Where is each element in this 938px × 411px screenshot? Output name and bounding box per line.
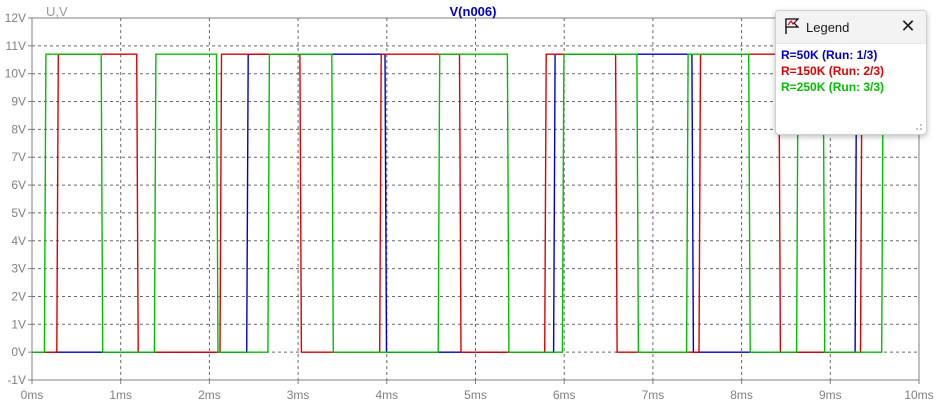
legend-entry-r150k[interactable]: R=150K (Run: 2/3) — [781, 64, 885, 78]
y-tick-label: 10V — [5, 67, 26, 81]
y-tick-label: 2V — [11, 289, 26, 303]
y-tick-label: 1V — [11, 317, 26, 331]
resize-grip-icon[interactable] — [915, 123, 923, 131]
x-tick-label: 7ms — [642, 388, 665, 402]
legend-entry-r50k[interactable]: R=50K (Run: 1/3) — [781, 48, 878, 62]
legend-entries: R=50K (Run: 1/3) R=150K (Run: 2/3) R=250… — [781, 47, 884, 95]
x-tick-label: 9ms — [819, 388, 842, 402]
close-icon[interactable]: ✕ — [900, 16, 916, 36]
y-tick-label: 4V — [11, 234, 26, 248]
y-tick-label: -1V — [7, 373, 26, 387]
x-tick-label: 2ms — [198, 388, 221, 402]
legend-title: Legend — [806, 20, 850, 35]
y-tick-label: 9V — [11, 95, 26, 109]
y-tick-label: 3V — [11, 262, 26, 276]
x-tick-label: 0ms — [21, 388, 44, 402]
legend-window-icon — [785, 18, 800, 34]
x-tick-label: 8ms — [730, 388, 753, 402]
y-axis-label: U,V — [46, 4, 68, 19]
x-tick-label: 5ms — [464, 388, 487, 402]
y-tick-label: 11V — [6, 39, 26, 53]
x-axis-ticks: 0ms 1ms 2ms 3ms 4ms 5ms 6ms 7ms 8ms 9ms 10ms — [21, 380, 934, 402]
trace-title[interactable]: V(n006) — [450, 4, 497, 19]
x-tick-label: 6ms — [553, 388, 576, 402]
x-tick-label: 3ms — [287, 388, 310, 402]
legend-entry-r250k[interactable]: R=250K (Run: 3/3) — [781, 80, 885, 94]
x-tick-label: 4ms — [375, 388, 398, 402]
y-tick-label: 5V — [11, 206, 26, 220]
legend-titlebar[interactable]: Legend ✕ — [776, 11, 926, 44]
x-tick-label: 10ms — [904, 388, 933, 402]
y-tick-label: 12V — [5, 11, 26, 25]
x-tick-label: 1ms — [109, 388, 132, 402]
y-tick-label: 8V — [11, 122, 26, 136]
trace-1[interactable] — [32, 53, 919, 353]
y-tick-label: 0V — [11, 345, 26, 359]
y-tick-label: 7V — [11, 150, 26, 164]
legend-window[interactable]: Legend ✕ R=50K (Run: 1/3) R=150K (Run: 2… — [775, 10, 927, 135]
y-axis-ticks: -1V 0V 1V 2V 3V 4V 5V 6V 7V 8V 9V 10V 11V 12V — [5, 11, 32, 387]
y-tick-label: 6V — [11, 178, 26, 192]
